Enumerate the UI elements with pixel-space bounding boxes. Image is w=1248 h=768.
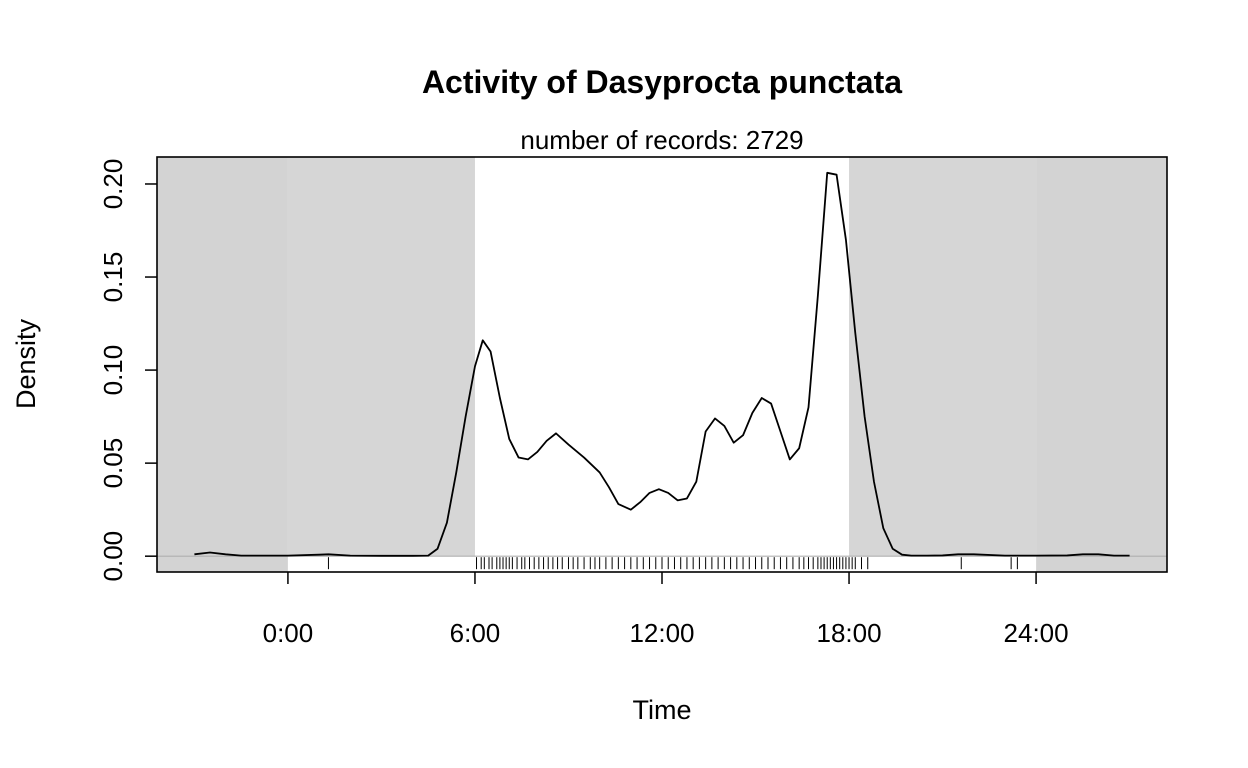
- chart-subtitle: number of records: 2729: [520, 125, 803, 155]
- records-rug: [287, 556, 1037, 572]
- y-tick-label: 0.15: [98, 252, 128, 303]
- x-tick-label: 18:00: [816, 618, 881, 648]
- y-tick-label: 0.05: [98, 438, 128, 489]
- y-tick-label: 0.20: [98, 159, 128, 210]
- x-axis: 0:00 6:00 12:00 18:00 24:00: [263, 572, 1069, 648]
- night-shade-band-2: [849, 157, 1037, 572]
- plot-area: [156, 156, 1168, 573]
- night-shade-band-1: [287, 157, 475, 572]
- x-axis-label: Time: [633, 695, 692, 725]
- night-shading: [157, 157, 1167, 572]
- y-tick-label: 0.10: [98, 345, 128, 396]
- x-tick-label: 24:00: [1004, 618, 1069, 648]
- y-tick-label: 0.00: [98, 531, 128, 582]
- y-axis-label: Density: [11, 318, 41, 409]
- chart-title: Activity of Dasyprocta punctata: [422, 64, 902, 100]
- x-tick-label: 0:00: [263, 618, 314, 648]
- density-series-line: [194, 171, 1130, 557]
- x-tick-label: 12:00: [629, 618, 694, 648]
- x-tick-label: 6:00: [450, 618, 501, 648]
- y-axis: 0.00 0.05 0.10 0.15 0.20: [98, 159, 157, 582]
- night-shade-band-3: [1036, 157, 1167, 572]
- night-shade-band-0: [157, 157, 288, 572]
